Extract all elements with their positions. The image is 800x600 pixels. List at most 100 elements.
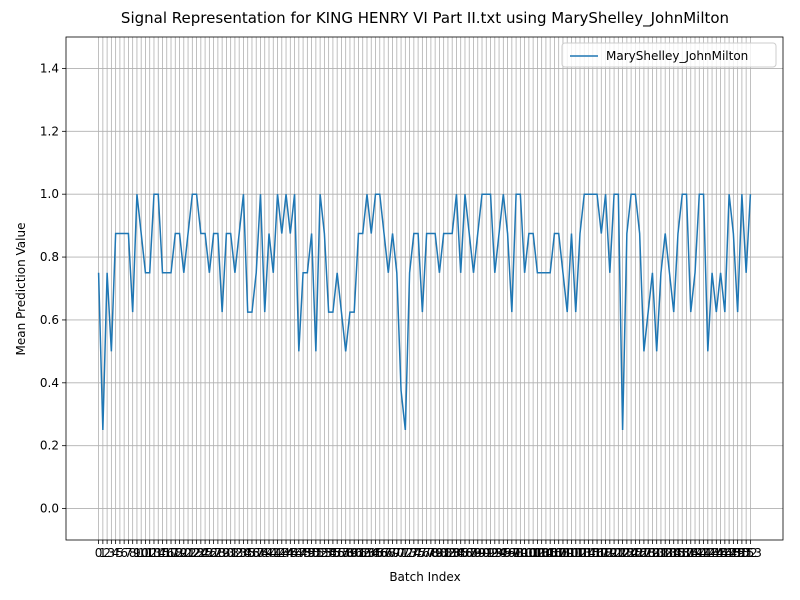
x-tick-label: 89 <box>470 546 485 560</box>
x-tick-label: 138 <box>675 546 698 560</box>
x-tick-label: 140 <box>684 546 707 560</box>
x-tick-label: 34 <box>236 546 251 560</box>
x-tick-label: 136 <box>667 546 690 560</box>
x-tick-label: 9 <box>133 546 141 560</box>
y-tick-label: 0.0 <box>40 502 59 516</box>
x-tick-label: 97 <box>504 546 519 560</box>
x-tick-label: 112 <box>564 546 587 560</box>
x-tick-label: 27 <box>206 546 221 560</box>
x-tick-label: 137 <box>671 546 694 560</box>
x-tick-label: 142 <box>692 546 715 560</box>
x-tick-label: 126 <box>624 546 647 560</box>
x-tick-label: 144 <box>701 546 724 560</box>
x-tick-label: 43 <box>274 546 289 560</box>
x-tick-label: 148 <box>718 546 741 560</box>
x-tick-label: 123 <box>611 546 634 560</box>
x-tick-label: 21 <box>180 546 195 560</box>
x-tick-label: 69 <box>385 546 400 560</box>
x-tick-label: 78 <box>423 546 438 560</box>
x-tick-label: 128 <box>632 546 655 560</box>
x-tick-label: 83 <box>445 546 460 560</box>
x-tick-label: 153 <box>739 546 762 560</box>
x-tick-label: 146 <box>709 546 732 560</box>
x-tick-label: 79 <box>428 546 443 560</box>
x-tick-label: 54 <box>321 546 336 560</box>
x-tick-label: 104 <box>530 546 553 560</box>
x-tick-label: 88 <box>466 546 481 560</box>
x-tick-label: 57 <box>334 546 349 560</box>
x-tick-label: 67 <box>376 546 391 560</box>
x-tick-label: 15 <box>155 546 170 560</box>
x-tick-label: 35 <box>240 546 255 560</box>
x-tick-label: 40 <box>261 546 276 560</box>
x-tick-label: 130 <box>641 546 664 560</box>
x-tick-label: 65 <box>368 546 383 560</box>
x-tick-label: 84 <box>449 546 464 560</box>
x-tick-label: 121 <box>603 546 626 560</box>
x-tick-label: 85 <box>453 546 468 560</box>
x-tick-label: 18 <box>168 546 183 560</box>
x-tick-label: 20 <box>176 546 191 560</box>
x-tick-label: 47 <box>291 546 306 560</box>
x-tick-label: 41 <box>266 546 281 560</box>
x-tick-label: 139 <box>679 546 702 560</box>
x-tick-label: 56 <box>330 546 345 560</box>
x-tick-label: 107 <box>543 546 566 560</box>
y-tick-label: 0.8 <box>40 250 59 264</box>
x-tick-label: 132 <box>649 546 672 560</box>
x-tick-label: 59 <box>342 546 357 560</box>
x-tick-label: 92 <box>483 546 498 560</box>
x-tick-label: 14 <box>151 546 166 560</box>
x-tick-label: 22 <box>185 546 200 560</box>
x-tick-label: 0 <box>95 546 103 560</box>
x-tick-label: 86 <box>457 546 472 560</box>
x-tick-label: 82 <box>440 546 455 560</box>
x-tick-label: 33 <box>232 546 247 560</box>
x-tick-label: 118 <box>590 546 613 560</box>
x-tick-label: 28 <box>210 546 225 560</box>
x-tick-label: 8 <box>129 546 137 560</box>
x-tick-label: 5 <box>116 546 124 560</box>
x-tick-label: 103 <box>526 546 549 560</box>
x-tick-label: 71 <box>393 546 408 560</box>
x-tick-label: 17 <box>163 546 178 560</box>
x-tick-label: 91 <box>479 546 494 560</box>
x-tick-label: 151 <box>730 546 753 560</box>
x-tick-label: 100 <box>513 546 536 560</box>
legend: MaryShelley_JohnMilton <box>561 42 777 68</box>
x-tick-label: 64 <box>364 546 379 560</box>
x-tick-label: 36 <box>244 546 259 560</box>
x-tick-label: 125 <box>620 546 643 560</box>
y-tick-label: 1.2 <box>40 124 59 138</box>
x-tick-label: 39 <box>257 546 272 560</box>
x-tick-label: 24 <box>193 546 208 560</box>
x-tick-label: 10 <box>134 546 149 560</box>
x-tick-label: 48 <box>295 546 310 560</box>
x-tick-label: 149 <box>722 546 745 560</box>
x-tick-label: 51 <box>308 546 323 560</box>
x-tick-label: 95 <box>496 546 511 560</box>
x-tick-label: 96 <box>500 546 515 560</box>
x-tick-label: 42 <box>270 546 285 560</box>
x-tick-label: 58 <box>338 546 353 560</box>
x-tick-label: 94 <box>491 546 506 560</box>
x-tick-label: 55 <box>325 546 340 560</box>
y-tick-label: 0.2 <box>40 439 59 453</box>
x-tick-label: 120 <box>598 546 621 560</box>
x-tick-label: 53 <box>317 546 332 560</box>
x-tick-label: 143 <box>696 546 719 560</box>
x-tick-label: 115 <box>577 546 600 560</box>
x-tick-label: 44 <box>278 546 293 560</box>
x-tick-label: 87 <box>462 546 477 560</box>
x-tick-label: 116 <box>581 546 604 560</box>
x-tick-label: 50 <box>304 546 319 560</box>
grid <box>66 37 783 540</box>
plot-frame <box>65 36 784 541</box>
x-tick-label: 102 <box>522 546 545 560</box>
x-tick-label: 81 <box>436 546 451 560</box>
x-tick-label: 114 <box>573 546 596 560</box>
x-tick-label: 30 <box>219 546 234 560</box>
x-tick-label: 110 <box>556 546 579 560</box>
x-tick-label: 93 <box>487 546 502 560</box>
data-line <box>97 193 752 431</box>
